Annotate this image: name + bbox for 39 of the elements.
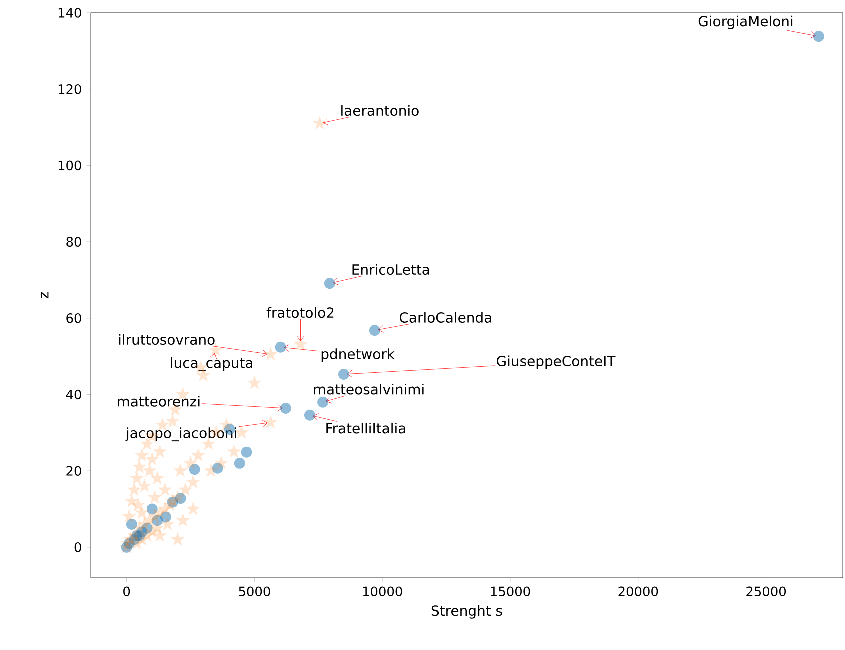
point [275,342,286,353]
y-tick-label: 20 [66,466,82,476]
point [338,369,350,380]
point [280,403,292,414]
point [304,410,316,421]
annotation: FratelliItalia [326,422,406,434]
x-tick-label: 25000 [746,586,786,597]
y-tick-label: 140 [58,8,82,18]
annotation: jacopo_iacoboni [126,428,236,442]
x-tick-label: 0 [124,586,130,597]
y-tick-label: 60 [66,313,82,324]
x-tick-label: 20000 [618,586,658,597]
annotation: GiorgiaMeloni [698,16,793,30]
y-tick-label: 40 [66,390,82,400]
x-axis-title: Strenght s [432,605,502,619]
annotation: laerantonio [342,105,419,116]
y-tick-label: 80 [66,237,82,247]
annotation: GiuseppeConteIT [497,356,616,370]
point [324,278,336,290]
annotation: CarloCalenda [400,312,492,324]
annotation: ilruttosovrano [119,334,215,346]
y-tick-label: 100 [58,160,82,171]
y-tick-label: 120 [58,84,82,94]
y-tick-label: 0 [74,542,82,552]
annotation: matteosalvinimi [314,384,424,395]
point [234,458,246,469]
annotation: matteorenzi [118,396,200,407]
annotation: luca_caputa [171,358,252,372]
x-tick-label: 15000 [491,586,530,597]
y-axis-title: z [41,292,49,299]
x-tick-label: 5000 [239,586,270,597]
annotation: pdnetwork [322,348,395,362]
point [318,396,328,408]
point [241,446,252,458]
annotation: EnricoLetta [352,264,430,276]
x-tick-label: 10000 [363,586,402,597]
point [369,325,380,336]
annotation: fratotolo2 [266,307,334,318]
point [813,31,824,42]
